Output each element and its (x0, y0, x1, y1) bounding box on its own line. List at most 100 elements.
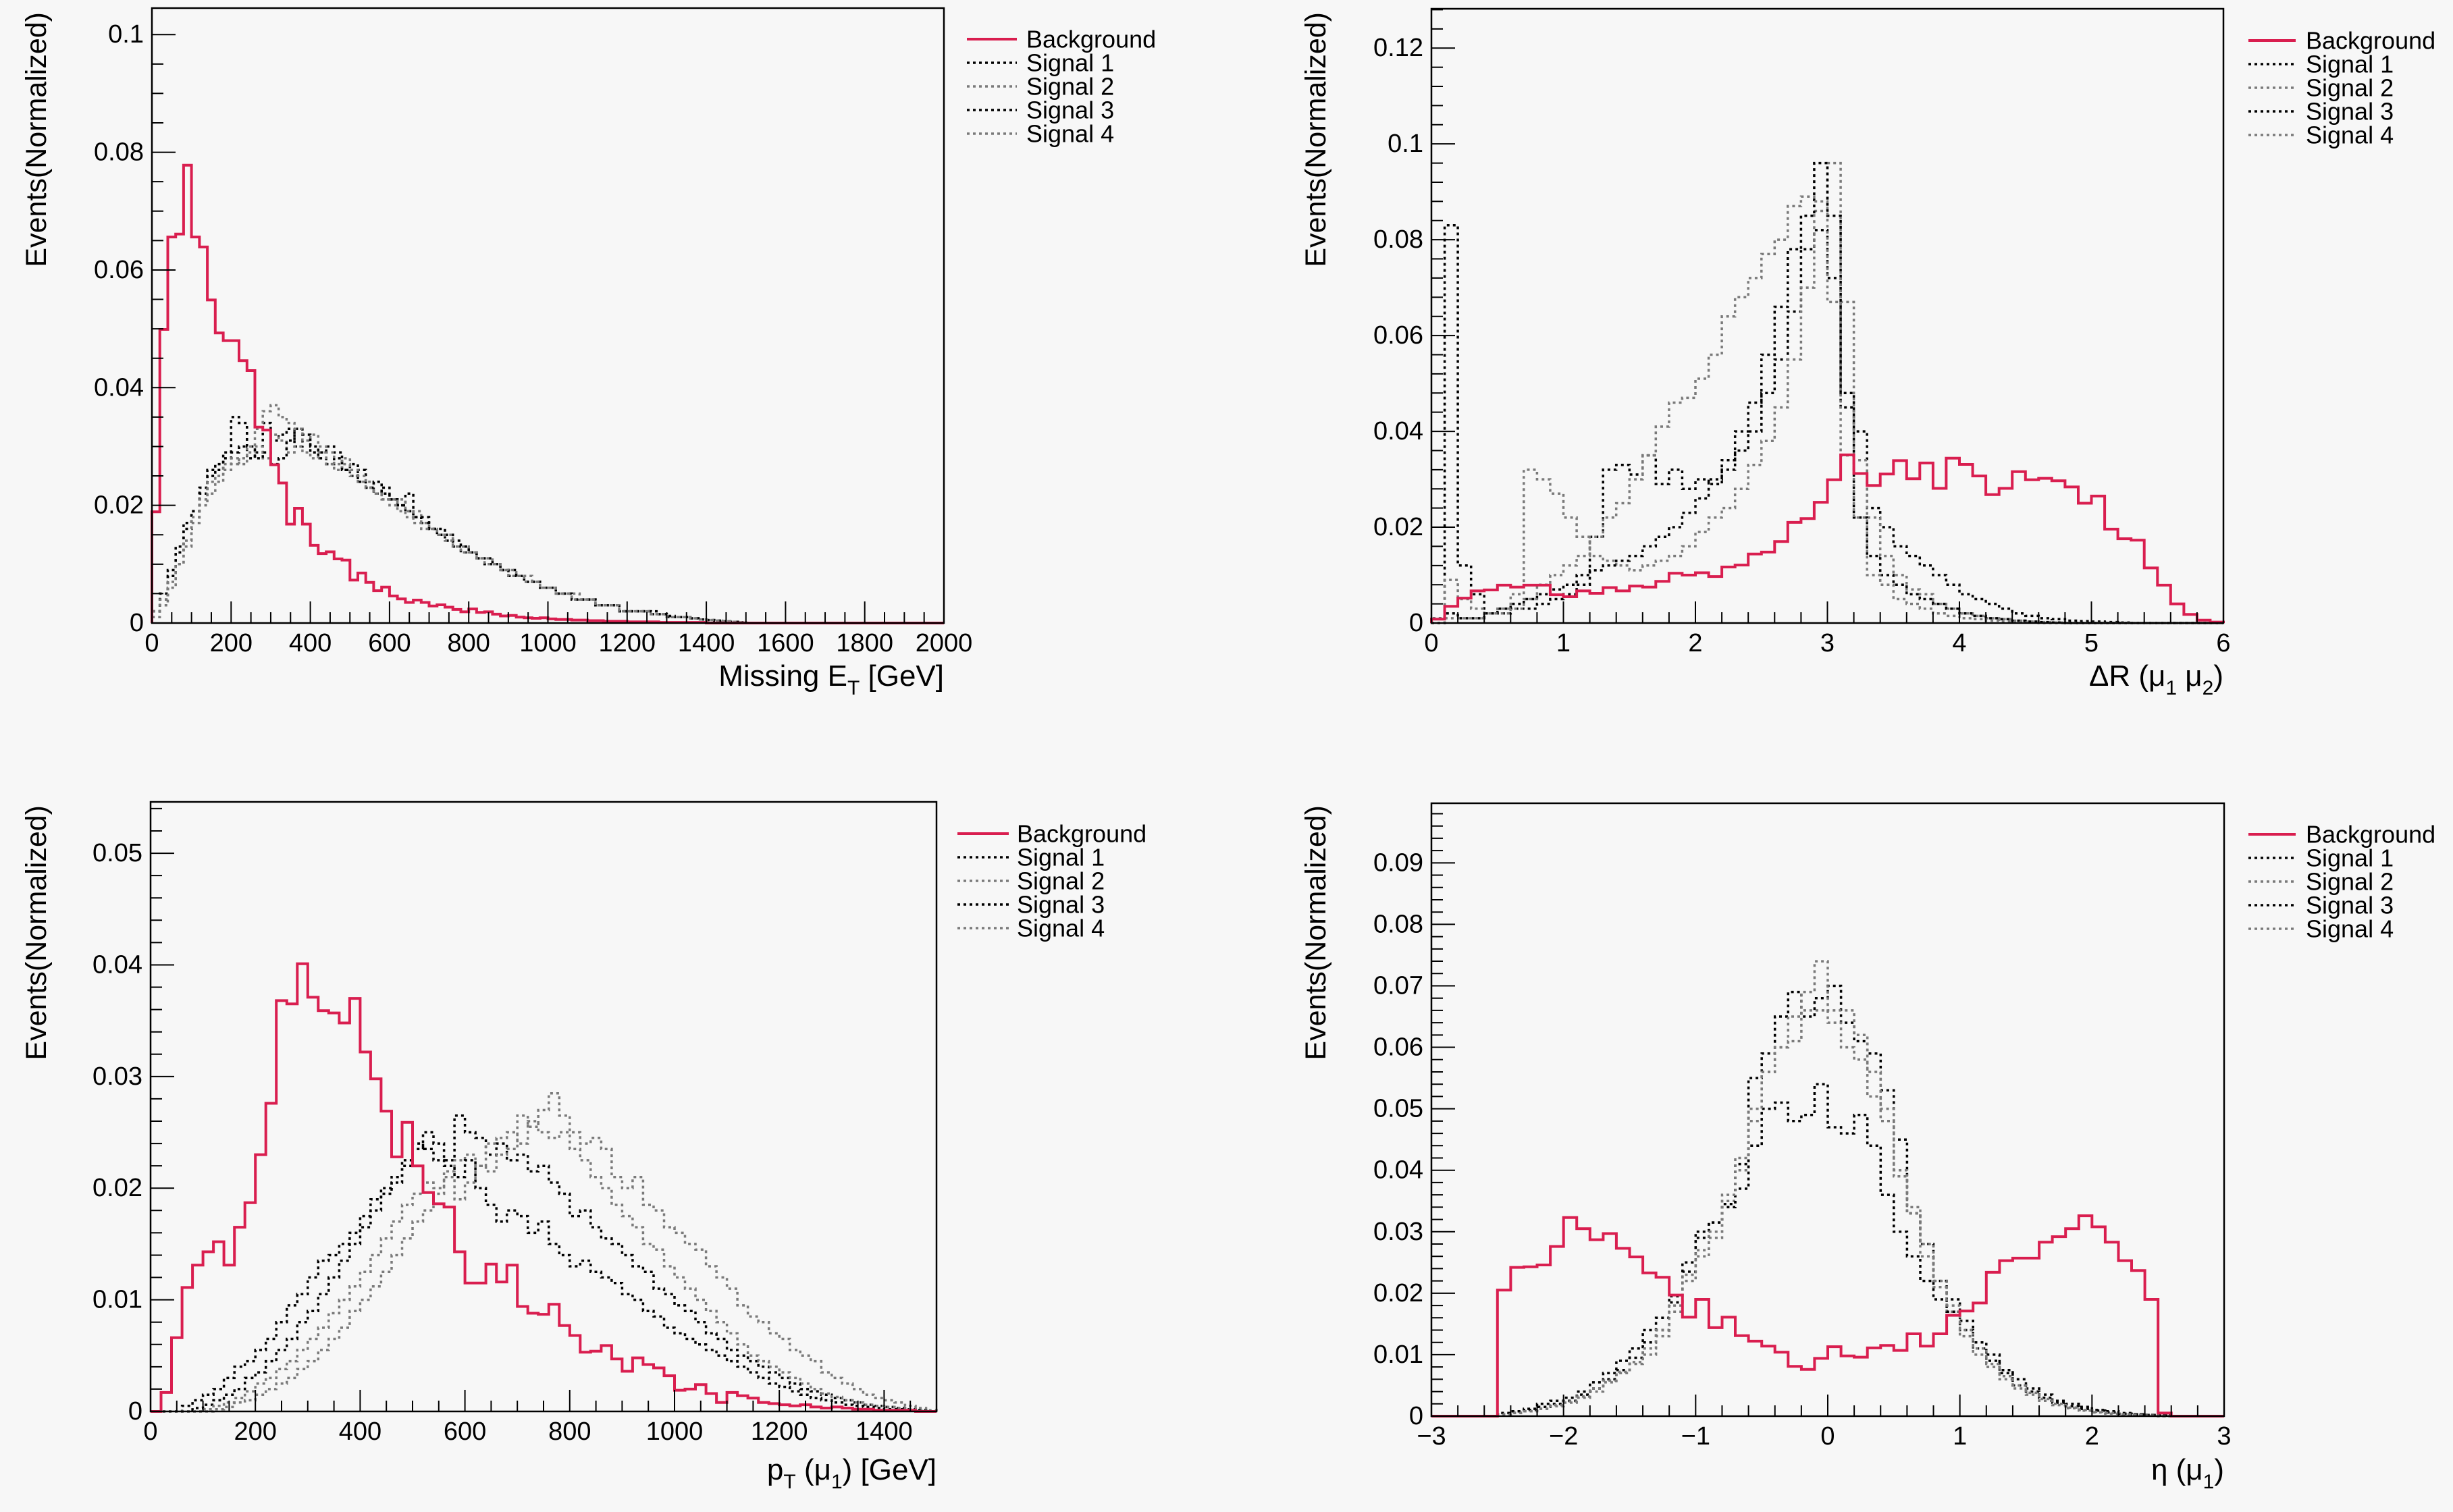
x-axis-title-part: ) (2213, 659, 2223, 693)
y-tick-label: 0 (1409, 1402, 1423, 1430)
y-tick-label: 0.04 (93, 950, 142, 979)
y-tick-label: 0.01 (93, 1286, 142, 1314)
legend-entry-signal-3: Signal 3 (967, 97, 1114, 124)
y-tick-label: 0.12 (1373, 34, 1423, 62)
x-tick-label: 6 (2216, 629, 2230, 657)
y-tick-label: 0.04 (1373, 1156, 1423, 1185)
x-tick-label: 600 (368, 629, 411, 657)
legend-label: Signal 3 (1026, 97, 1114, 124)
histogram-background (1430, 453, 2225, 624)
y-axis-title: Events(Normalized) (1300, 805, 1332, 1060)
x-tick-label: 1400 (678, 629, 735, 657)
x-tick-label: 1400 (855, 1418, 913, 1446)
histogram-signal-3 (1431, 1083, 2224, 1418)
x-axis-title-part: η (μ (2151, 1453, 2203, 1486)
panel-missing-et: 0 0.02 0.04 0.06 0.08 0.1 0 200 400 600 800 1000 120… (20, 7, 1156, 699)
x-tick-label: −2 (1549, 1422, 1578, 1451)
legend-label: Signal 3 (2306, 98, 2394, 126)
x-tick-label: 200 (210, 629, 253, 657)
x-tick-label: 3 (2217, 1422, 2231, 1451)
x-axis-title-part: Missing E (718, 659, 847, 693)
x-axis-title-subscript: T (847, 677, 860, 699)
legend-entry-background: Background (2248, 821, 2435, 848)
histogram-signal-2 (1431, 960, 2224, 1418)
legend-entry-signal-1: Signal 1 (2248, 51, 2394, 78)
x-axis-title-subscript: 1 (2203, 1471, 2215, 1493)
x-axis-title-part: ) [GeV] (843, 1453, 937, 1486)
y-tick-label: 0.1 (108, 20, 144, 49)
histogram-signal-4 (151, 1091, 938, 1413)
panel-pt-mu1: 0 0.01 0.02 0.03 0.04 0.05 0 200 400 600 800 1000 12… (20, 801, 1146, 1493)
legend-entry-signal-3: Signal 3 (2248, 98, 2394, 126)
y-axis-title: Events(Normalized) (20, 805, 53, 1060)
y-tick-label: 0.07 (1373, 971, 1423, 1000)
legend-label: Signal 4 (2306, 915, 2394, 943)
x-tick-label: −3 (1417, 1422, 1446, 1451)
y-tick-label: 0 (128, 1397, 142, 1426)
legend-entry-signal-1: Signal 1 (967, 49, 1114, 77)
legend-label: Signal 2 (1026, 73, 1114, 101)
y-tick-label: 0.06 (1373, 321, 1423, 350)
y-tick-label: 0.03 (93, 1062, 142, 1091)
x-tick-label: 1 (1953, 1422, 1967, 1451)
x-tick-label: 800 (447, 629, 490, 657)
x-tick-label: 1000 (519, 629, 577, 657)
x-tick-label: 1600 (757, 629, 814, 657)
x-tick-label: 2 (1688, 629, 1702, 657)
histogram-signal-4 (1431, 1009, 2224, 1418)
y-tick-label: 0.05 (93, 839, 142, 867)
x-axis-title: η (μ1) (2151, 1453, 2224, 1493)
y-tick-label: 0.06 (1373, 1033, 1423, 1062)
x-tick-label: −1 (1681, 1422, 1710, 1451)
x-tick-label: 0 (144, 629, 159, 657)
histogram-signal-3 (151, 1142, 937, 1413)
legend-entry-signal-4: Signal 4 (967, 120, 1114, 148)
x-tick-label: 0 (143, 1418, 157, 1446)
x-tick-label: 400 (289, 629, 332, 657)
x-axis-title-subscript: 1 (2165, 677, 2177, 699)
y-tick-label: 0.04 (94, 373, 144, 402)
panel-eta-mu1: 0 0.01 0.02 0.03 0.04 0.05 0.06 0.07 0.08 0.09 −3 −… (1300, 802, 2435, 1493)
x-tick-label: 800 (548, 1418, 591, 1446)
legend-label: Background (2306, 821, 2435, 848)
legend-label: Signal 4 (1026, 120, 1114, 148)
histogram-signal-1 (151, 1114, 937, 1413)
legend-entry-background: Background (967, 26, 1156, 53)
histogram-signal-2 (151, 1120, 937, 1413)
y-tick-label: 0.09 (1373, 848, 1423, 877)
x-tick-label: 3 (1820, 629, 1835, 657)
y-tick-label: 0.02 (93, 1174, 142, 1202)
plot-area (1431, 9, 2223, 623)
y-tick-label: 0.1 (1388, 130, 1423, 158)
legend-label: Signal 1 (2306, 51, 2394, 78)
y-tick-label: 0 (1409, 609, 1423, 637)
x-axis-title-subscript: 1 (831, 1471, 843, 1493)
y-tick-label: 0.05 (1373, 1095, 1423, 1123)
panel-delta-r: 0 0.02 0.04 0.06 0.08 0.1 0.12 0 1 2 3 4 5 6 Events(No… (1300, 7, 2435, 699)
x-tick-label: 2000 (916, 629, 973, 657)
legend-entry-signal-4: Signal 4 (2248, 915, 2394, 943)
legend-entry-signal-1: Signal 1 (957, 844, 1105, 871)
x-axis-title-part: μ (2177, 659, 2203, 693)
y-tick-label: 0.08 (1373, 910, 1423, 938)
y-axis-title: Events(Normalized) (20, 12, 53, 267)
legend-label: Signal 3 (1017, 891, 1105, 919)
x-tick-label: 1 (1556, 629, 1571, 657)
legend-entry-signal-3: Signal 3 (957, 891, 1105, 919)
legend-entry-signal-2: Signal 2 (957, 867, 1105, 895)
x-axis-title-part: p (767, 1453, 783, 1486)
x-tick-label: 0 (1820, 1422, 1835, 1451)
legend-label: Signal 4 (1017, 915, 1105, 942)
y-tick-label: 0.04 (1373, 417, 1423, 446)
legend-label: Signal 3 (2306, 892, 2394, 919)
y-tick-label: 0 (130, 609, 144, 637)
legend-label: Signal 2 (1017, 867, 1105, 895)
legend-entry-signal-1: Signal 1 (2248, 844, 2394, 872)
legend-entry-signal-2: Signal 2 (967, 73, 1114, 101)
legend-label: Signal 1 (1017, 844, 1105, 871)
y-tick-label: 0.08 (94, 138, 144, 167)
legend-label: Signal 2 (2306, 74, 2394, 102)
